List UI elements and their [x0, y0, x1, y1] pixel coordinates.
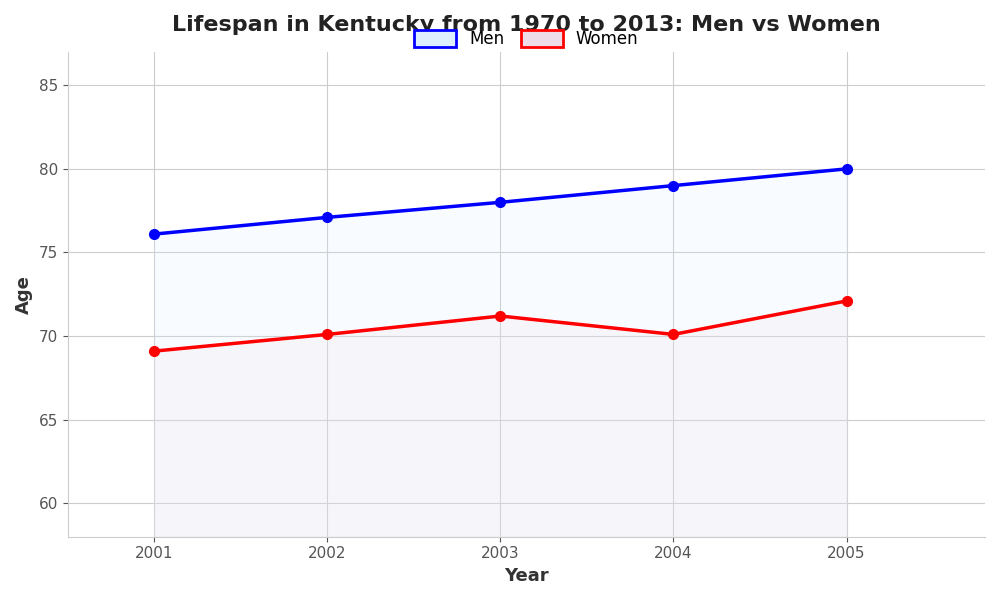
Legend: Men, Women: Men, Women [406, 22, 647, 56]
X-axis label: Year: Year [504, 567, 549, 585]
Title: Lifespan in Kentucky from 1970 to 2013: Men vs Women: Lifespan in Kentucky from 1970 to 2013: … [172, 15, 881, 35]
Y-axis label: Age: Age [15, 275, 33, 314]
